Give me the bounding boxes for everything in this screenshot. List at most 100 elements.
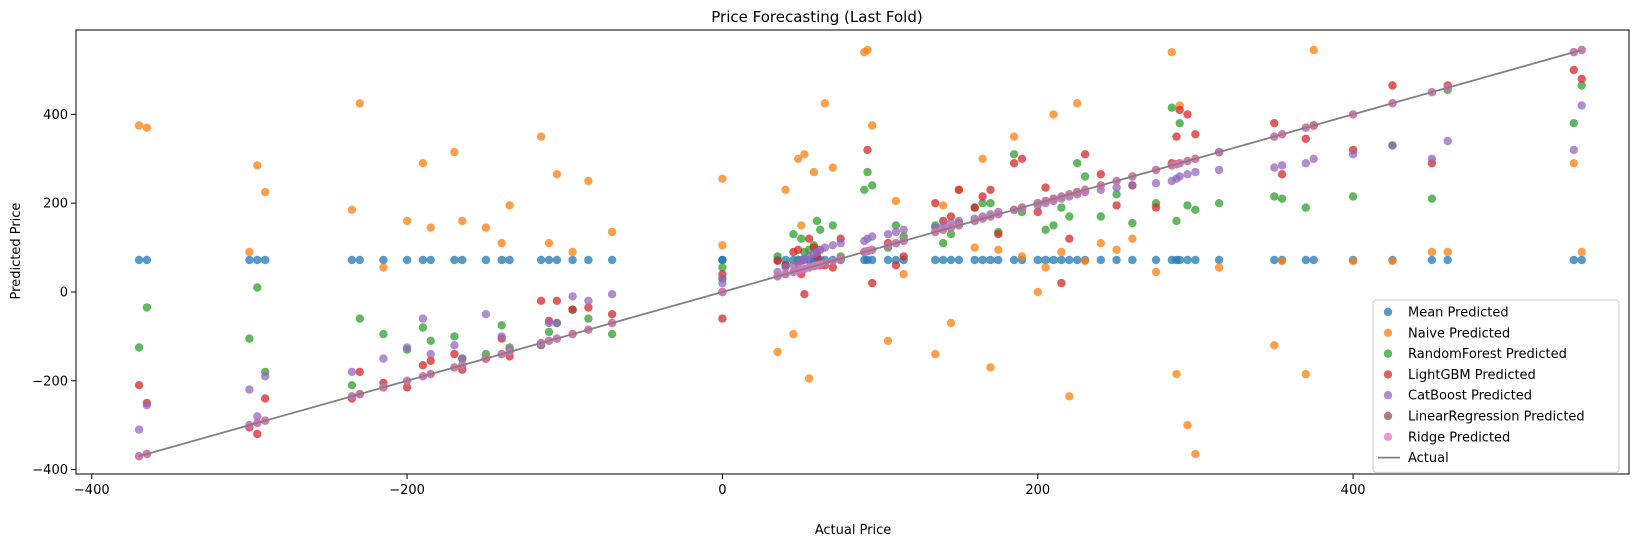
data-point	[1080, 256, 1090, 266]
data-point	[891, 196, 901, 206]
data-point	[946, 318, 956, 328]
data-point	[1172, 132, 1181, 141]
data-point	[568, 305, 577, 314]
data-point	[142, 255, 152, 265]
data-point	[1348, 192, 1358, 201]
data-point	[497, 255, 506, 265]
data-point	[1577, 81, 1586, 90]
data-point	[1577, 74, 1586, 84]
data-point	[789, 329, 798, 339]
data-point	[584, 176, 593, 186]
data-point	[426, 255, 435, 265]
data-point	[1151, 179, 1161, 188]
data-point	[1049, 255, 1058, 265]
data-point	[939, 255, 948, 265]
data-point	[773, 347, 782, 357]
data-point	[718, 263, 727, 272]
data-point	[134, 381, 144, 390]
data-point	[418, 323, 428, 332]
plot-frame	[75, 29, 1630, 475]
data-point	[1041, 255, 1050, 265]
data-point	[718, 255, 727, 265]
data-point	[1041, 225, 1050, 234]
data-point	[1183, 255, 1192, 265]
data-point	[544, 238, 554, 248]
data-point	[134, 343, 144, 352]
data-point	[536, 255, 546, 265]
data-point	[1577, 255, 1586, 265]
data-point	[1128, 255, 1137, 265]
data-point	[253, 283, 262, 292]
data-point	[931, 199, 940, 208]
data-point	[245, 385, 254, 394]
data-point	[1301, 134, 1311, 143]
data-point	[1270, 192, 1279, 201]
data-point	[142, 401, 152, 410]
data-point	[1080, 172, 1090, 181]
data-point	[1277, 170, 1287, 179]
data-point	[1057, 255, 1066, 265]
data-point	[1388, 256, 1397, 266]
legend-marker	[1383, 432, 1393, 441]
legend-marker	[1383, 307, 1393, 317]
data-point	[891, 261, 901, 270]
data-point	[781, 185, 790, 194]
data-point	[1309, 45, 1318, 55]
data-point	[1191, 449, 1200, 459]
data-point	[1151, 267, 1161, 277]
data-point	[1214, 165, 1224, 175]
data-point	[828, 163, 837, 172]
data-point	[584, 255, 593, 265]
data-point	[978, 255, 987, 265]
data-point	[1151, 255, 1161, 265]
data-point	[970, 243, 979, 252]
data-point	[1443, 255, 1452, 265]
data-point	[261, 255, 270, 265]
data-point	[1214, 199, 1224, 208]
data-point	[1041, 263, 1050, 272]
data-point	[1112, 245, 1121, 254]
data-point	[253, 412, 262, 421]
data-point	[1009, 132, 1019, 141]
data-point	[1270, 341, 1279, 350]
data-point	[946, 255, 956, 265]
data-point	[899, 225, 908, 234]
data-point	[418, 159, 428, 168]
data-point	[1183, 421, 1192, 430]
data-point	[1443, 247, 1452, 257]
data-point	[800, 150, 809, 159]
data-point	[450, 332, 459, 341]
data-point	[544, 318, 554, 328]
data-point	[1301, 159, 1311, 168]
data-point	[1049, 110, 1058, 119]
data-point	[426, 223, 435, 232]
x-tick-label: 200	[1025, 483, 1050, 498]
data-point	[1112, 190, 1121, 199]
legend-label: Naive Predicted	[1408, 326, 1510, 341]
data-point	[820, 99, 830, 108]
data-point	[718, 314, 727, 323]
data-point	[891, 227, 901, 237]
data-point	[1270, 119, 1279, 128]
data-point	[458, 255, 467, 265]
data-point	[986, 363, 995, 372]
y-tick-label: −200	[32, 374, 68, 389]
data-point	[868, 181, 877, 190]
data-point	[1096, 170, 1106, 179]
data-point	[253, 255, 262, 265]
y-tick-label: 0	[60, 285, 68, 300]
x-tick-label: −200	[389, 483, 425, 498]
chart-title: Price Forecasting (Last Fold)	[711, 8, 922, 26]
data-point	[970, 203, 979, 212]
data-point	[418, 361, 428, 370]
legend-marker	[1383, 328, 1393, 337]
data-point	[1017, 154, 1027, 163]
x-axis-ticks: −400 −200 0 200 400	[74, 474, 1366, 498]
data-point	[450, 341, 459, 350]
data-point	[978, 154, 987, 163]
data-point	[1073, 99, 1082, 108]
data-point	[986, 255, 995, 265]
data-point	[1175, 119, 1184, 128]
data-point	[584, 296, 593, 305]
legend-label: RandomForest Predicted	[1408, 347, 1567, 362]
